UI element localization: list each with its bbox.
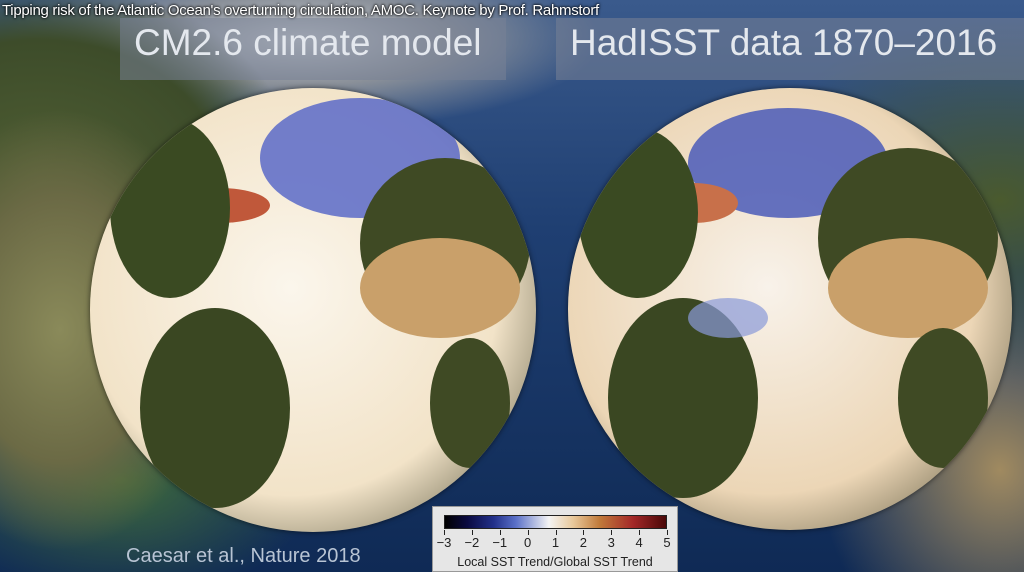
colorbar-tick-label: 0 — [524, 535, 532, 550]
panel-title-model: CM2.6 climate model — [120, 18, 506, 80]
colorbar-tick — [555, 530, 557, 535]
colorbar-tick-label: 4 — [635, 535, 643, 550]
colorbar-tick-label: 3 — [607, 535, 615, 550]
colorbar-tick — [667, 530, 668, 535]
colorbar-tick — [471, 530, 473, 535]
colorbar-tick — [527, 530, 529, 535]
colorbar-tick-label: 2 — [579, 535, 587, 550]
colorbar-label: Local SST Trend/Global SST Trend — [457, 555, 653, 569]
globe-observations — [568, 88, 1012, 530]
colorbar-tick-label: −3 — [436, 535, 452, 550]
colorbar-tick-label: 5 — [663, 535, 671, 550]
colorbar-tick — [639, 530, 641, 535]
video-title: Tipping risk of the Atlantic Ocean's ove… — [2, 2, 599, 19]
colorbar-tick — [611, 530, 613, 535]
colorbar-gradient — [444, 515, 667, 529]
colorbar-tick-label: −1 — [492, 535, 508, 550]
colorbar: −3 −2 −1 0 1 2 3 4 5 Local SST Trend/Global SST … — [432, 506, 678, 572]
citation: Caesar et al., Nature 2018 — [126, 545, 361, 567]
globe-model — [90, 88, 536, 532]
colorbar-tick — [444, 530, 445, 535]
colorbar-tick-label: 1 — [551, 535, 560, 550]
colorbar-tick — [499, 530, 501, 535]
panel-title-observations: HadISST data 1870–2016 — [556, 18, 1024, 80]
colorbar-tick — [583, 530, 585, 535]
colorbar-tick-label: −2 — [464, 535, 480, 550]
